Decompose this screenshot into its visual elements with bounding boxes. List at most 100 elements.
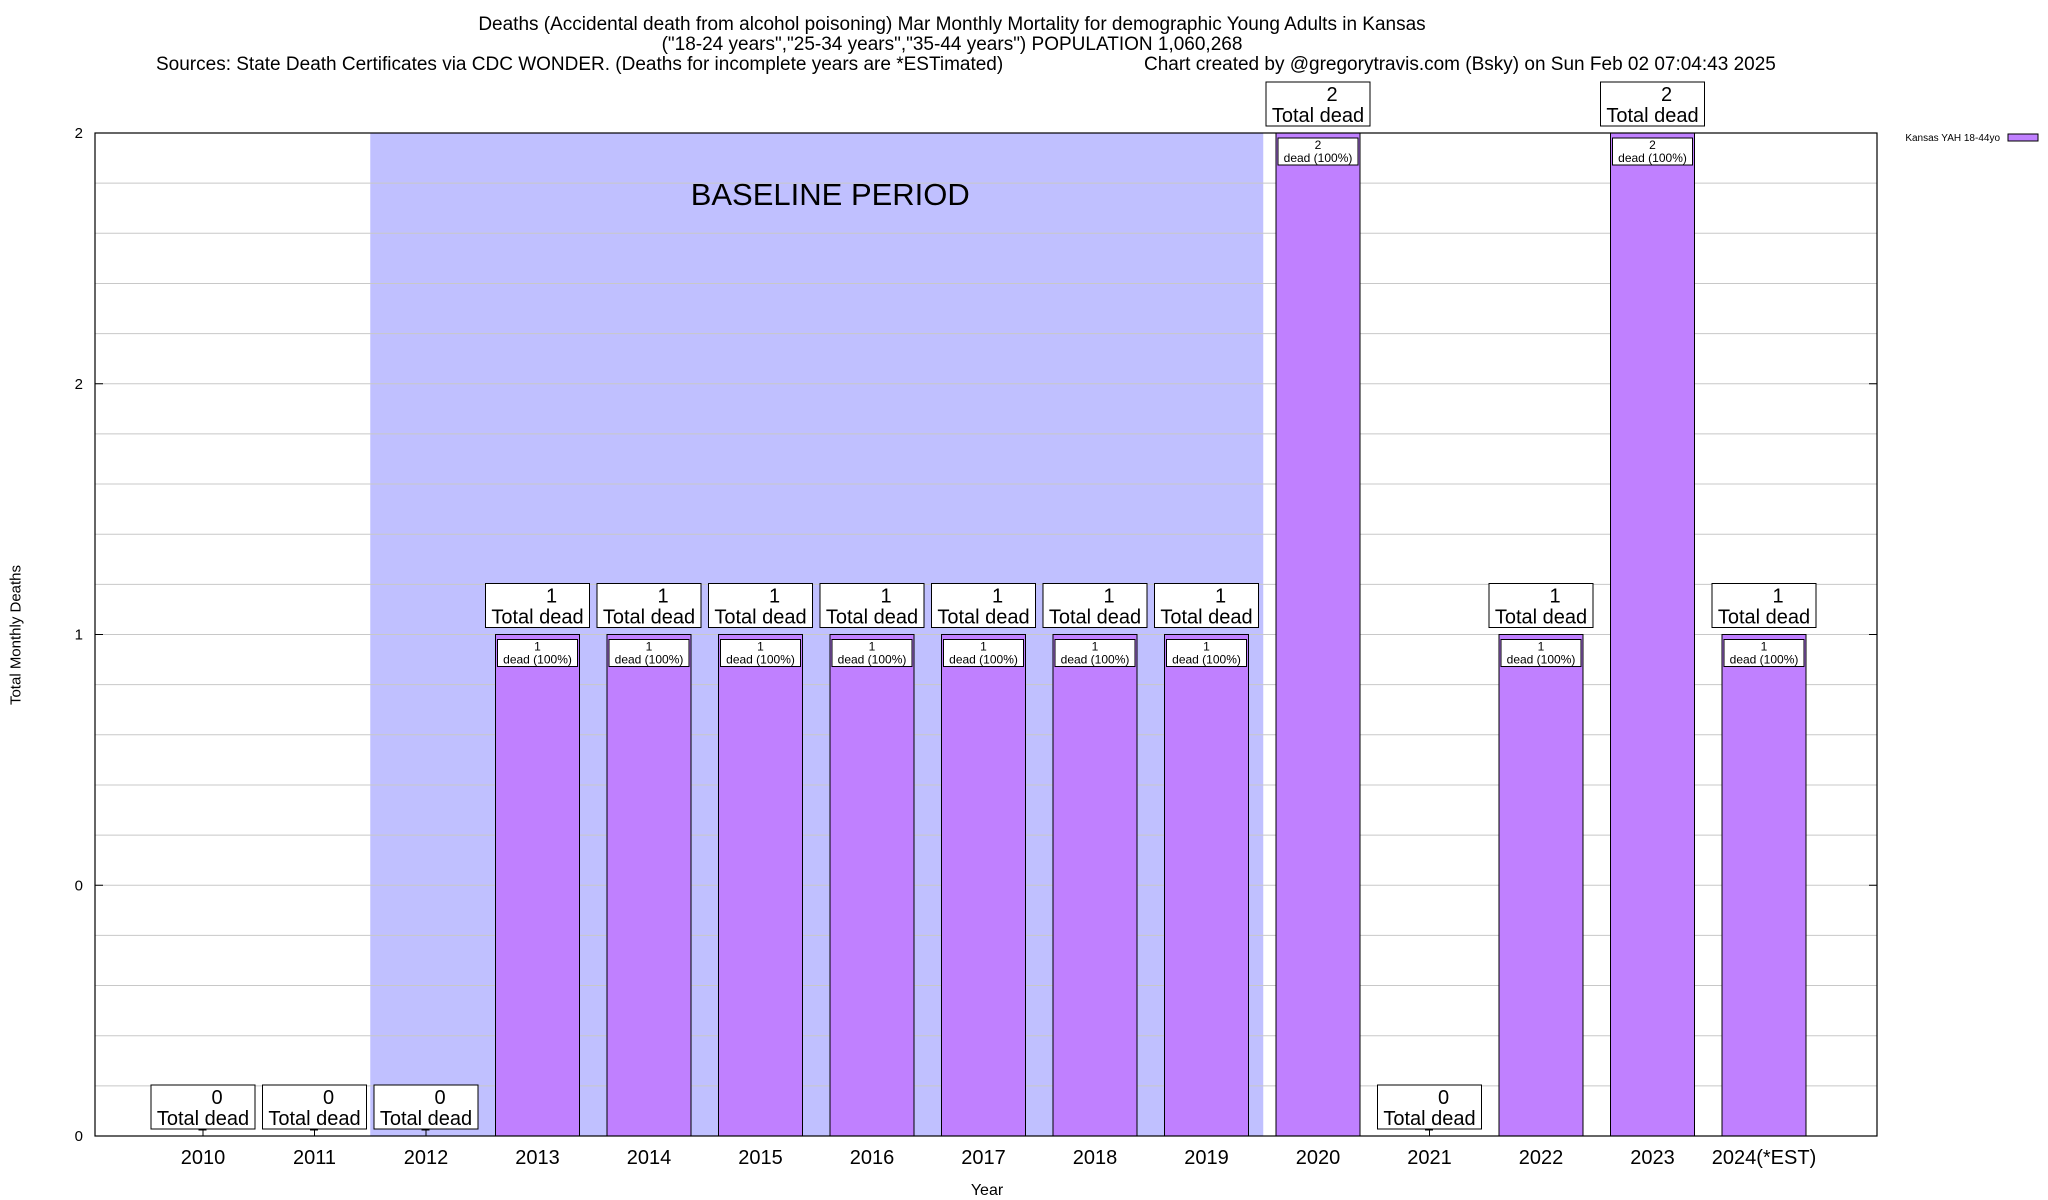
total-label-text: Total dead xyxy=(380,1108,472,1130)
total-label-text: Total dead xyxy=(1160,607,1252,629)
total-label-box xyxy=(373,1084,479,1130)
y-tick-label: 2 xyxy=(75,376,83,393)
total-label-count: 1 xyxy=(880,586,891,608)
chart-subtitle: ("18-24 years","25-34 years","35-44 year… xyxy=(661,34,1243,55)
inner-label-box xyxy=(1166,639,1247,667)
inner-label-text: dead (100%) xyxy=(615,653,684,667)
total-label-text: Total dead xyxy=(603,607,695,629)
inner-label-count: 1 xyxy=(646,640,653,654)
x-tick-label: 2019 xyxy=(1184,1147,1229,1169)
bar xyxy=(495,634,580,1137)
x-tick-label: 2020 xyxy=(1296,1147,1341,1169)
total-label-count: 0 xyxy=(323,1087,334,1109)
total-label-text: Total dead xyxy=(937,607,1029,629)
x-tick-label: 2023 xyxy=(1630,1147,1675,1169)
chart-source: Sources: State Death Certificates via CD… xyxy=(156,54,1004,75)
x-axis-label: Year xyxy=(970,1182,1004,1199)
x-tick-label: 2013 xyxy=(515,1147,560,1169)
inner-label-count: 1 xyxy=(1092,640,1099,654)
inner-label-text: dead (100%) xyxy=(1618,151,1687,165)
total-label-count: 1 xyxy=(657,586,668,608)
inner-label-count: 1 xyxy=(757,640,764,654)
y-tick-label: 0 xyxy=(75,1128,83,1145)
inner-label-box xyxy=(831,639,913,667)
inner-label-text: dead (100%) xyxy=(503,653,572,667)
x-tick-label: 2014 xyxy=(627,1147,672,1169)
total-label-box xyxy=(596,583,702,628)
x-tick-label: 2015 xyxy=(738,1147,783,1169)
inner-label-text: dead (100%) xyxy=(1507,653,1576,667)
inner-label-count: 2 xyxy=(1649,138,1656,152)
total-label-count: 1 xyxy=(769,586,780,608)
inner-label-text: dead (100%) xyxy=(838,653,907,667)
bar xyxy=(1164,634,1249,1137)
total-label-count: 1 xyxy=(1215,586,1226,608)
x-tick-label: 2022 xyxy=(1519,1147,1564,1169)
total-label-count: 1 xyxy=(1549,586,1560,608)
x-tick-label: 2017 xyxy=(961,1147,1006,1169)
total-label-text: Total dead xyxy=(714,607,806,629)
inner-label-text: dead (100%) xyxy=(1172,653,1241,667)
inner-label-box xyxy=(1054,639,1136,667)
chart-title: Deaths (Accidental death from alcohol po… xyxy=(478,14,1426,35)
x-tick-label: 2012 xyxy=(404,1147,449,1169)
total-label-count: 0 xyxy=(1438,1087,1449,1109)
inner-label-text: dead (100%) xyxy=(1061,653,1130,667)
total-label-box xyxy=(931,583,1036,628)
total-label-count: 0 xyxy=(211,1087,222,1109)
total-label-box xyxy=(1377,1084,1482,1130)
total-label-box xyxy=(819,583,925,628)
x-tick-label: 2010 xyxy=(181,1147,226,1169)
inner-label-count: 2 xyxy=(1315,138,1322,152)
total-label-text: Total dead xyxy=(1718,607,1810,629)
total-label-text: Total dead xyxy=(1606,105,1698,127)
total-label-box xyxy=(1042,583,1148,628)
bar xyxy=(606,634,692,1137)
total-label-box xyxy=(485,583,590,628)
inner-label-count: 1 xyxy=(534,640,541,654)
inner-label-text: dead (100%) xyxy=(1730,653,1799,667)
plot-frame xyxy=(94,132,1878,1137)
inner-label-count: 1 xyxy=(980,640,987,654)
legend-label: Kansas YAH 18-44yo xyxy=(1905,133,2000,144)
total-label-box xyxy=(1711,583,1817,628)
bar xyxy=(829,634,915,1137)
baseline-annotation: BASELINE PERIOD xyxy=(691,177,970,212)
total-label-text: Total dead xyxy=(1049,607,1141,629)
y-tick-label: 0 xyxy=(75,877,83,894)
bar xyxy=(1498,634,1584,1137)
total-label-count: 1 xyxy=(1772,586,1783,608)
inner-label-box xyxy=(1612,137,1693,166)
bar xyxy=(1721,634,1807,1137)
x-tick-label: 2011 xyxy=(293,1147,336,1169)
total-label-text: Total dead xyxy=(1495,607,1587,629)
inner-label-box xyxy=(1500,639,1582,667)
legend-swatch xyxy=(2007,133,2039,142)
total-label-count: 0 xyxy=(434,1087,445,1109)
chart-credit: Chart created by @gregorytravis.com (Bsk… xyxy=(1144,54,1776,75)
y-tick-label: 1 xyxy=(75,627,83,644)
total-label-count: 2 xyxy=(1661,84,1672,106)
inner-label-count: 1 xyxy=(1203,640,1210,654)
total-label-box xyxy=(1265,81,1371,127)
inner-label-text: dead (100%) xyxy=(1284,151,1353,165)
total-label-text: Total dead xyxy=(826,607,918,629)
inner-label-count: 1 xyxy=(869,640,876,654)
bar xyxy=(1052,634,1138,1137)
total-label-box xyxy=(150,1084,256,1130)
bar xyxy=(718,634,803,1137)
total-label-box xyxy=(1600,81,1705,127)
bar xyxy=(1610,132,1695,1137)
total-label-text: Total dead xyxy=(1272,105,1364,127)
x-tick-label: 2024(*EST) xyxy=(1712,1147,1817,1169)
inner-label-box xyxy=(608,639,690,667)
x-tick-label: 2016 xyxy=(850,1147,895,1169)
total-label-text: Total dead xyxy=(157,1108,249,1130)
bar xyxy=(1275,132,1361,1137)
inner-label-box xyxy=(1277,137,1359,166)
inner-label-text: dead (100%) xyxy=(949,653,1018,667)
total-label-box xyxy=(1488,583,1594,628)
inner-label-count: 1 xyxy=(1761,640,1768,654)
total-label-box xyxy=(1154,583,1259,628)
